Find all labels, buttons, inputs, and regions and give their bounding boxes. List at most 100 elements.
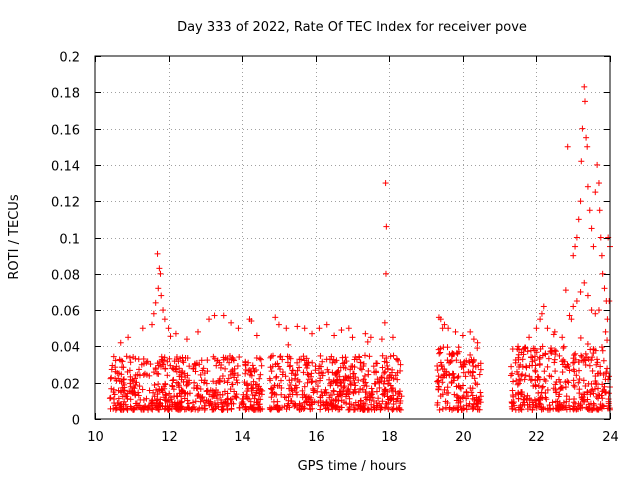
data-point [162, 397, 169, 404]
data-point [571, 352, 578, 359]
data-point [315, 370, 322, 377]
data-point [465, 403, 472, 410]
data-point [362, 379, 369, 386]
data-point [355, 377, 362, 384]
data-point [477, 366, 484, 373]
data-point [218, 406, 225, 413]
data-point [114, 369, 121, 376]
data-point [227, 386, 234, 393]
data-point [129, 388, 136, 395]
y-tick-label: 0.04 [51, 341, 80, 356]
data-point [560, 345, 567, 352]
data-point [226, 352, 233, 359]
data-point [167, 394, 174, 401]
data-point [587, 346, 594, 353]
data-point [309, 359, 316, 366]
data-point [107, 394, 114, 401]
data-point [338, 327, 345, 334]
data-point [294, 359, 301, 366]
data-point [351, 364, 358, 371]
data-point [566, 367, 573, 374]
data-point [305, 376, 312, 383]
data-point [338, 404, 345, 411]
data-point [379, 391, 386, 398]
data-point [570, 377, 577, 384]
data-point [308, 379, 315, 386]
data-point [467, 328, 474, 335]
data-point [276, 382, 283, 389]
data-point [379, 352, 386, 359]
data-point [578, 158, 585, 165]
data-point [253, 399, 260, 406]
data-point [287, 355, 294, 362]
data-point [330, 387, 337, 394]
data-point [127, 403, 134, 410]
data-point [537, 395, 544, 402]
data-point [382, 368, 389, 375]
data-point [285, 400, 292, 407]
data-point [581, 397, 588, 404]
data-point [518, 349, 525, 356]
data-point [300, 369, 307, 376]
data-point [234, 372, 241, 379]
data-point [515, 380, 522, 387]
data-point [151, 381, 158, 388]
data-point [384, 388, 391, 395]
data-point [166, 403, 173, 410]
data-point [339, 360, 346, 367]
data-point [518, 389, 525, 396]
data-point [551, 328, 558, 335]
data-point [593, 381, 600, 388]
data-point [247, 371, 254, 378]
data-point [120, 401, 127, 408]
data-point [346, 395, 353, 402]
data-point [436, 406, 443, 413]
data-point [568, 316, 575, 323]
data-point [333, 357, 340, 364]
data-point [474, 339, 481, 346]
data-point [228, 395, 235, 402]
data-point [368, 385, 375, 392]
data-point [596, 392, 603, 399]
y-tick-label: 0.06 [51, 305, 80, 320]
data-point [539, 383, 546, 390]
data-point [375, 395, 382, 402]
data-point [441, 386, 448, 393]
data-point [381, 319, 388, 326]
data-point [437, 316, 444, 323]
data-point [299, 391, 306, 398]
data-point [136, 366, 143, 373]
data-point [133, 400, 140, 407]
data-point [222, 365, 229, 372]
data-point [455, 373, 462, 380]
data-point [459, 332, 466, 339]
data-point [565, 363, 572, 370]
data-point [220, 312, 227, 319]
data-point [605, 390, 612, 397]
data-point [387, 382, 394, 389]
data-point [575, 379, 582, 386]
data-point [575, 367, 582, 374]
data-point [382, 270, 389, 277]
data-point [356, 353, 363, 360]
data-point [583, 404, 590, 411]
data-point [361, 382, 368, 389]
data-point [383, 355, 390, 362]
data-point [248, 387, 255, 394]
data-point [563, 398, 570, 405]
data-point [366, 353, 373, 360]
y-tick-label: 0.2 [59, 51, 80, 66]
data-point [445, 389, 452, 396]
data-point [243, 406, 250, 413]
data-point [110, 353, 117, 360]
data-point [373, 400, 380, 407]
data-point [355, 389, 362, 396]
data-point [345, 406, 352, 413]
data-point [389, 334, 396, 341]
data-point [538, 389, 545, 396]
data-point [138, 406, 145, 413]
data-point [584, 340, 591, 347]
data-point [197, 371, 204, 378]
data-point [394, 395, 401, 402]
data-point [304, 398, 311, 405]
